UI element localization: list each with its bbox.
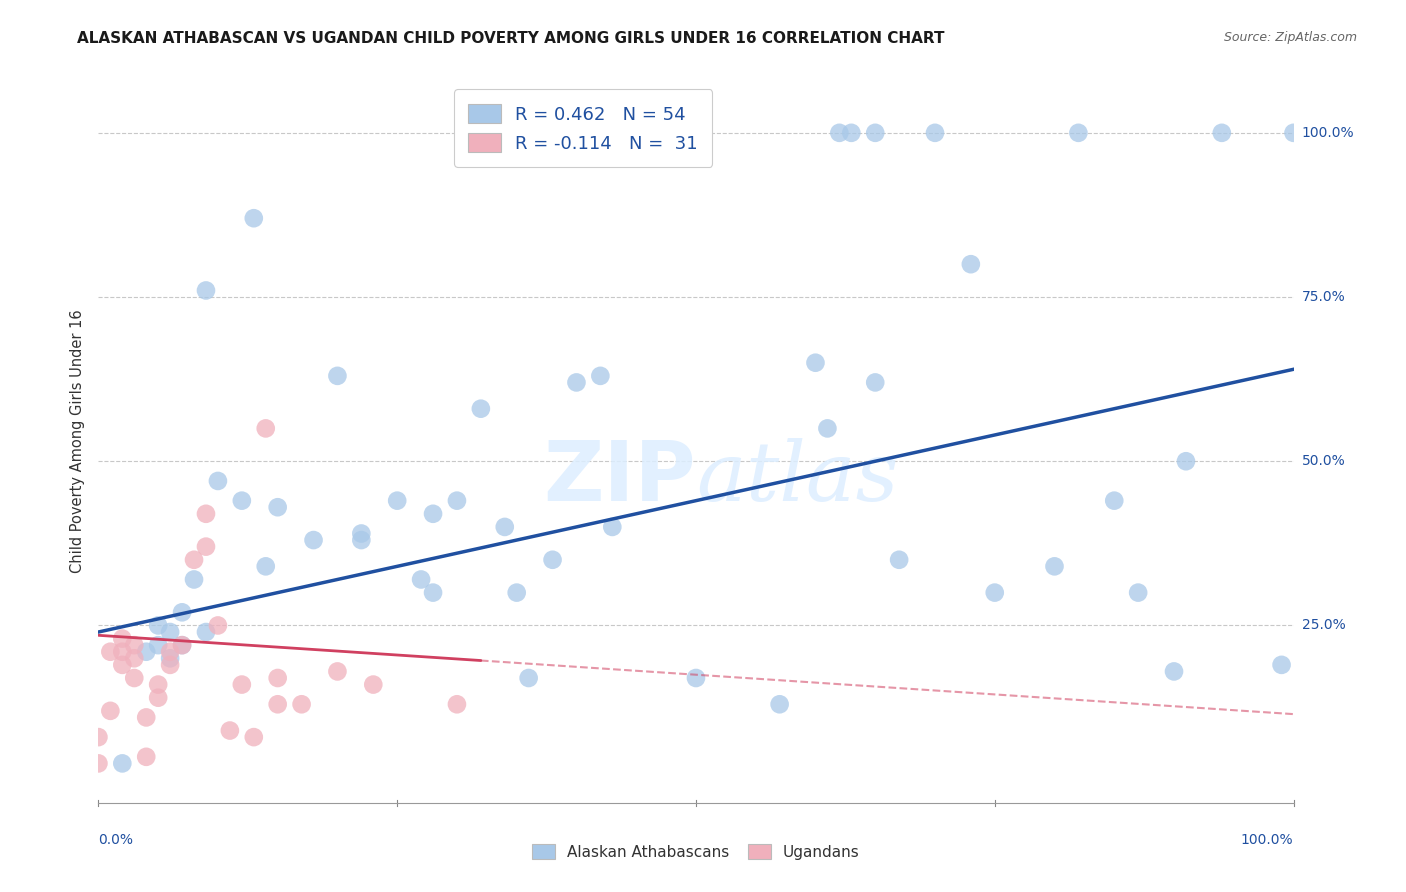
Point xyxy=(135,710,157,724)
Text: 0.0%: 0.0% xyxy=(98,833,134,847)
Point xyxy=(148,677,170,691)
Point xyxy=(685,671,707,685)
Text: ZIP: ZIP xyxy=(544,437,696,518)
Point xyxy=(267,671,290,685)
Point xyxy=(98,645,122,659)
Point xyxy=(385,493,409,508)
Point xyxy=(1043,559,1066,574)
Point xyxy=(172,605,194,619)
Point xyxy=(159,657,181,672)
Point xyxy=(1104,493,1126,508)
Text: atlas: atlas xyxy=(696,438,898,517)
Point xyxy=(841,126,863,140)
Point xyxy=(1282,126,1305,140)
Point xyxy=(302,533,325,547)
Text: 100.0%: 100.0% xyxy=(1241,833,1294,847)
Point xyxy=(422,507,444,521)
Point xyxy=(865,376,887,390)
Point xyxy=(135,645,157,659)
Point xyxy=(1211,126,1233,140)
Point xyxy=(124,651,146,665)
Point xyxy=(446,493,468,508)
Point xyxy=(889,553,911,567)
Point xyxy=(422,585,444,599)
Point xyxy=(111,657,134,672)
Point xyxy=(267,500,290,515)
Point xyxy=(326,665,349,679)
Point xyxy=(350,526,373,541)
Point xyxy=(804,356,827,370)
Point xyxy=(1271,657,1294,672)
Point xyxy=(207,474,229,488)
Point xyxy=(494,520,516,534)
Point xyxy=(183,573,205,587)
Point xyxy=(411,573,433,587)
Point xyxy=(517,671,540,685)
Point xyxy=(172,638,194,652)
Text: 100.0%: 100.0% xyxy=(1302,126,1354,140)
Point xyxy=(565,376,588,390)
Text: 25.0%: 25.0% xyxy=(1302,618,1346,632)
Point xyxy=(243,211,266,226)
Point xyxy=(195,284,218,298)
Point xyxy=(363,677,385,691)
Point xyxy=(1067,126,1090,140)
Point xyxy=(589,368,612,383)
Point xyxy=(231,677,253,691)
Point xyxy=(159,645,181,659)
Point xyxy=(984,585,1007,599)
Point xyxy=(219,723,242,738)
Point xyxy=(768,698,790,712)
Point xyxy=(828,126,851,140)
Point xyxy=(1175,454,1198,468)
Point xyxy=(172,638,194,652)
Point xyxy=(470,401,492,416)
Point xyxy=(350,533,373,547)
Point xyxy=(148,618,170,632)
Point xyxy=(960,257,983,271)
Point xyxy=(446,698,468,712)
Point xyxy=(1163,665,1185,679)
Point xyxy=(207,618,229,632)
Point xyxy=(195,507,218,521)
Point xyxy=(267,698,290,712)
Point xyxy=(195,625,218,640)
Point xyxy=(254,559,277,574)
Legend: Alaskan Athabascans, Ugandans: Alaskan Athabascans, Ugandans xyxy=(524,836,868,867)
Text: Source: ZipAtlas.com: Source: ZipAtlas.com xyxy=(1223,31,1357,45)
Point xyxy=(254,421,277,435)
Point xyxy=(1128,585,1150,599)
Point xyxy=(111,756,134,771)
Point xyxy=(124,638,146,652)
Point xyxy=(148,690,170,705)
Point xyxy=(159,625,181,640)
Point xyxy=(506,585,529,599)
Point xyxy=(87,756,110,771)
Point xyxy=(195,540,218,554)
Point xyxy=(183,553,205,567)
Text: 75.0%: 75.0% xyxy=(1302,290,1346,304)
Point xyxy=(124,671,146,685)
Point xyxy=(602,520,624,534)
Point xyxy=(815,421,838,435)
Point xyxy=(148,638,170,652)
Point xyxy=(98,704,122,718)
Point xyxy=(159,651,181,665)
Point xyxy=(541,553,564,567)
Text: ALASKAN ATHABASCAN VS UGANDAN CHILD POVERTY AMONG GIRLS UNDER 16 CORRELATION CHA: ALASKAN ATHABASCAN VS UGANDAN CHILD POVE… xyxy=(77,31,945,46)
Point xyxy=(326,368,349,383)
Point xyxy=(111,632,134,646)
Point xyxy=(111,645,134,659)
Point xyxy=(243,730,266,744)
Point xyxy=(231,493,253,508)
Text: 50.0%: 50.0% xyxy=(1302,454,1346,468)
Y-axis label: Child Poverty Among Girls Under 16: Child Poverty Among Girls Under 16 xyxy=(69,310,84,574)
Point xyxy=(291,698,314,712)
Point xyxy=(87,730,110,744)
Point xyxy=(865,126,887,140)
Point xyxy=(135,749,157,764)
Point xyxy=(924,126,946,140)
